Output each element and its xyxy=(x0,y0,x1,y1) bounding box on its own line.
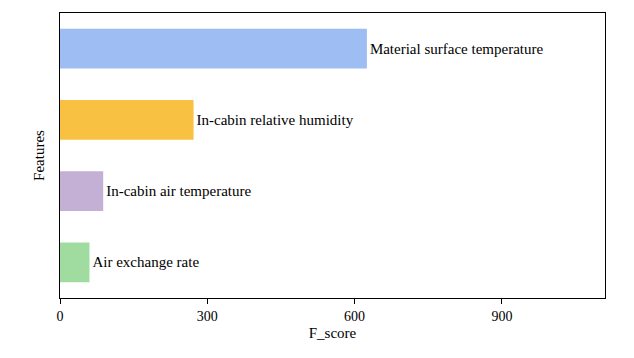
svg-text:In-cabin relative humidity: In-cabin relative humidity xyxy=(197,112,354,128)
svg-text:Material surface temperature: Material surface temperature xyxy=(370,41,544,57)
svg-text:900: 900 xyxy=(491,309,512,324)
svg-text:F_score: F_score xyxy=(309,325,357,341)
svg-text:300: 300 xyxy=(197,309,218,324)
svg-text:0: 0 xyxy=(57,309,64,324)
svg-text:Air exchange rate: Air exchange rate xyxy=(92,254,199,270)
svg-text:In-cabin air temperature: In-cabin air temperature xyxy=(106,183,251,199)
svg-text:600: 600 xyxy=(344,309,365,324)
svg-text:Features: Features xyxy=(31,130,47,181)
